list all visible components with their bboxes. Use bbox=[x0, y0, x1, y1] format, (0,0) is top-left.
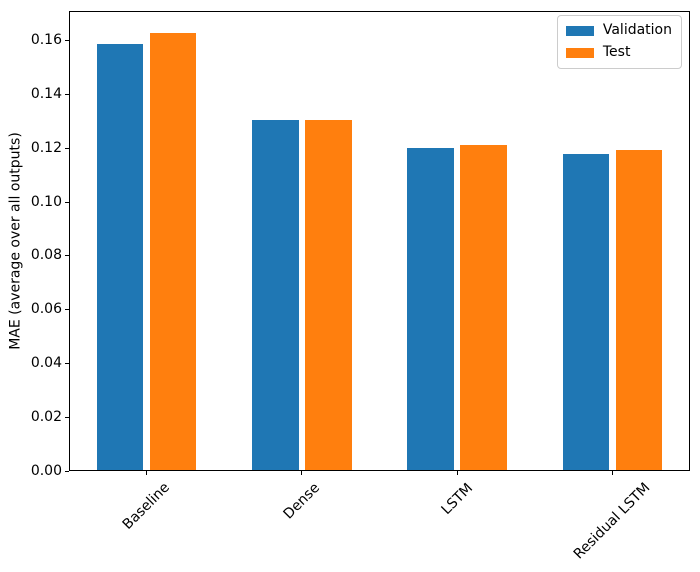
x-tick-mark bbox=[146, 471, 148, 475]
legend-item-validation: Validation bbox=[565, 22, 672, 39]
y-tick-mark bbox=[65, 470, 69, 472]
bar-test-baseline bbox=[149, 32, 197, 470]
y-axis-label: MAE (average over all outputs) bbox=[7, 132, 24, 350]
bar-validation-lstm bbox=[407, 148, 454, 470]
bar-test-dense bbox=[305, 119, 352, 470]
y-tick-mark bbox=[65, 40, 69, 42]
y-tick-mark bbox=[65, 416, 69, 418]
y-tick-mark bbox=[65, 362, 69, 364]
y-tick-label: 0.04 bbox=[30, 354, 62, 371]
x-tick-mark bbox=[456, 471, 458, 475]
y-tick-mark bbox=[65, 255, 69, 257]
y-tick-label: 0.00 bbox=[30, 462, 62, 479]
y-tick-label: 0.08 bbox=[30, 247, 62, 264]
x-tick-mark bbox=[611, 471, 613, 475]
legend-swatch-test bbox=[565, 47, 594, 58]
y-tick-label: 0.14 bbox=[30, 86, 62, 103]
y-tick-label: 0.10 bbox=[30, 193, 62, 210]
y-tick-mark bbox=[65, 201, 69, 203]
y-tick-label: 0.16 bbox=[30, 32, 62, 49]
legend-item-test: Test bbox=[565, 44, 672, 61]
y-tick-mark bbox=[65, 147, 69, 149]
bar-test-lstm bbox=[460, 144, 507, 470]
x-tick-label-baseline: Baseline bbox=[119, 479, 174, 534]
y-tick-mark bbox=[65, 309, 69, 311]
x-tick-label-residual-lstm: Residual LSTM bbox=[570, 480, 654, 563]
legend-label: Validation bbox=[602, 22, 672, 38]
legend-label: Test bbox=[602, 44, 631, 60]
legend: Validation Test bbox=[556, 15, 682, 69]
plot-area bbox=[69, 11, 690, 471]
x-tick-label-dense: Dense bbox=[280, 479, 323, 523]
y-tick-mark bbox=[65, 94, 69, 96]
y-tick-label: 0.02 bbox=[30, 408, 62, 425]
bar-validation-dense bbox=[252, 120, 299, 470]
bar-validation-residual-lstm bbox=[562, 153, 610, 470]
y-tick-label: 0.06 bbox=[30, 301, 62, 318]
bar-validation-baseline bbox=[96, 43, 144, 470]
y-tick-label: 0.12 bbox=[30, 139, 62, 156]
x-tick-mark bbox=[301, 471, 303, 475]
bar-test-residual-lstm bbox=[615, 150, 663, 470]
legend-swatch-validation bbox=[565, 25, 594, 36]
x-tick-label-lstm: LSTM bbox=[438, 479, 476, 518]
